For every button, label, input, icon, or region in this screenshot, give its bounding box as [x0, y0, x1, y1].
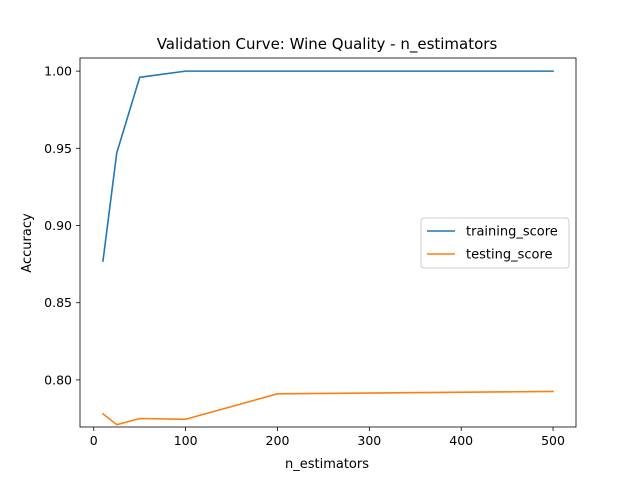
- series-layer: [101, 70, 554, 426]
- y-axis-label: Accuracy: [20, 213, 35, 273]
- chart-title: Validation Curve: Wine Quality - n_estim…: [157, 35, 498, 54]
- y-tick-label: 1.00: [44, 64, 72, 79]
- legend-label-testing-score: testing_score: [466, 248, 553, 263]
- y-tick-label: 0.80: [44, 372, 72, 387]
- y-axis-ticks: 0.80 0.85 0.90 0.95 1.00: [44, 64, 80, 387]
- y-tick-label: 0.95: [44, 141, 72, 156]
- series-line-testing-score: [101, 390, 554, 426]
- legend: training_score testing_score: [420, 217, 570, 269]
- x-axis-label: n_estimators: [285, 457, 369, 472]
- legend-label-training-score: training_score: [466, 225, 558, 240]
- y-tick-label: 0.90: [44, 218, 72, 233]
- x-tick-label: 200: [266, 433, 290, 448]
- y-tick-label: 0.85: [44, 295, 72, 310]
- x-tick-label: 300: [357, 433, 381, 448]
- x-tick-label: 400: [449, 433, 473, 448]
- x-axis-ticks: 0 100 200 300 400 500: [90, 427, 565, 448]
- x-tick-label: 0: [90, 433, 98, 448]
- x-tick-label: 500: [541, 433, 565, 448]
- series-line-training-score: [102, 70, 554, 262]
- legend-box: [420, 217, 570, 269]
- x-tick-label: 100: [174, 433, 198, 448]
